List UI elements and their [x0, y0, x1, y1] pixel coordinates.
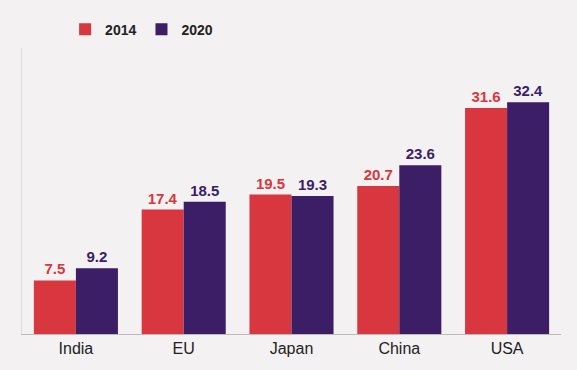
svg-text:7.5: 7.5 — [44, 260, 65, 277]
svg-text:USA: USA — [491, 340, 524, 357]
svg-text:Japan: Japan — [270, 340, 314, 357]
svg-text:19.5: 19.5 — [256, 175, 285, 192]
svg-text:18.5: 18.5 — [190, 182, 219, 199]
svg-text:19.3: 19.3 — [298, 176, 327, 193]
svg-text:9.2: 9.2 — [86, 248, 107, 265]
svg-text:China: China — [378, 340, 420, 357]
svg-text:31.6: 31.6 — [471, 88, 500, 105]
svg-text:2020: 2020 — [181, 22, 212, 38]
svg-text:EU: EU — [173, 340, 195, 357]
svg-text:20.7: 20.7 — [364, 166, 393, 183]
svg-text:17.4: 17.4 — [148, 190, 178, 207]
svg-text:India: India — [59, 340, 94, 357]
svg-text:2014: 2014 — [105, 22, 136, 38]
svg-text:32.4: 32.4 — [513, 82, 543, 99]
svg-text:23.6: 23.6 — [406, 145, 435, 162]
